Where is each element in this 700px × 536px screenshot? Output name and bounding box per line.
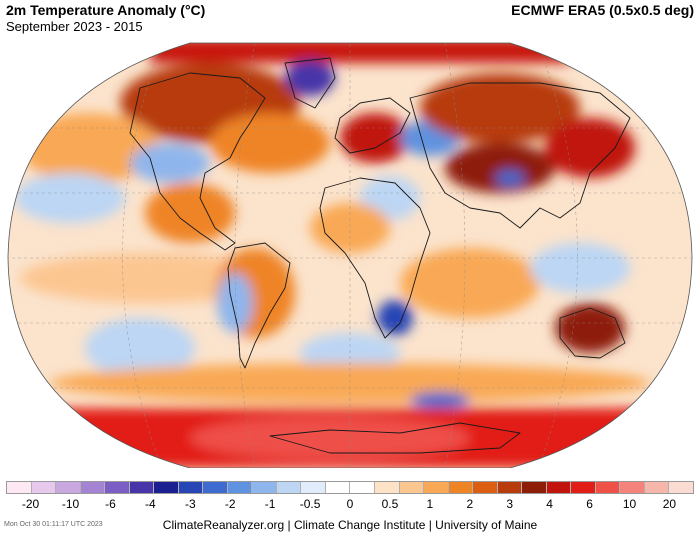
colorbar-tick-label: 1 [426,497,434,511]
us-central-cold [130,143,210,183]
colorbar-segment [31,482,57,493]
mexico-warm [145,183,235,243]
world-map-svg [7,42,693,468]
asia-coast [409,82,631,229]
tropical-pacific-warm [20,253,280,303]
colorbar-segment [644,482,670,493]
colorbar-segment [80,482,106,493]
colorbar-segment [669,482,693,493]
australia-warm [555,303,625,353]
colorbar-tick-label: -6 [105,497,116,511]
north-africa-warm [310,203,390,253]
colorbar-segment [497,482,523,493]
credit-line: ClimateReanalyzer.org | Climate Change I… [162,518,538,532]
colorbar-segment [473,482,498,493]
colorbar-segment [546,482,572,493]
colorbar-tick-label: -2 [224,497,236,511]
southern-africa-cold [377,300,413,336]
europe-warm [340,113,410,163]
coastlines [129,57,631,454]
maritime-continent-cold [530,243,630,293]
colorbar-segment [154,482,179,493]
colorbar-tick-label: 2 [466,497,474,511]
weddell-cold [410,392,470,408]
globe-outline [7,42,693,468]
colorbar-segment [448,482,474,493]
east-asia-warm [545,118,635,178]
south-america-coast [227,242,291,369]
colorbar-segment [56,482,81,493]
colorbar-segment [276,482,302,493]
generation-timestamp: Mon Oct 30 01:11:17 UTC 2023 [4,521,103,528]
colorbar-segment [227,482,253,493]
north-america-coast [129,72,266,251]
colorbar-segment [350,482,375,493]
colorbar-tick-label: -1 [264,497,276,511]
colorbar-segment [203,482,228,493]
south-america-cold [217,273,253,333]
map-title: 2m Temperature Anomaly (°C) [6,2,206,18]
colorbar-segment [620,482,645,493]
colorbar-tick-label: -4 [145,497,156,511]
colorbar-tick-label: 0 [346,497,354,511]
colorbar-segment [105,482,130,493]
colorbar-segment [325,482,351,493]
colorbar [6,481,694,494]
colorbar-tick-label: 20 [662,497,677,511]
colorbar-segment [571,482,596,493]
colorbar-tick-label: 0.5 [381,497,399,511]
temperature-anomaly-map [0,38,700,468]
colorbar-tick-label: 3 [506,497,514,511]
colorbar-segment [374,482,400,493]
colorbar-tick-label: 4 [546,497,553,511]
pacific-east-cold [15,173,125,223]
africa-coast [319,177,431,339]
colorbar-segment [129,482,155,493]
colorbar-tick-label: -20 [21,497,40,511]
colorbar-segment [7,482,32,493]
colorbar-tick-label: -10 [61,497,80,511]
colorbar-segment [595,482,621,493]
indian-ocean-warm [400,248,540,318]
colorbar-segment [399,482,425,493]
north-atlantic-warm [210,113,330,173]
colorbar-segment [424,482,449,493]
antarctica-coast [269,422,521,454]
graticule [8,43,692,468]
antarctica-warm-core [190,416,470,460]
north-pacific-warm [20,113,160,183]
central-asia-warm [445,143,555,193]
colorbar-segment [522,482,547,493]
greenland-coast [284,57,336,109]
europe-coast [334,97,411,154]
colorbar-tick-label: -3 [184,497,196,511]
colorbar-labels: -20 -10 -6 -4 -3 -2 -1 -0.5 0 0.5 1 2 3 4 6 10 20 [6,497,694,513]
colorbar-tick-label: 6 [586,497,593,511]
siberia-warm [420,73,580,143]
data-source-label: ECMWF ERA5 (0.5x0.5 deg) [511,2,694,18]
colorbar-segment [301,482,326,493]
tibet-cold [495,170,525,186]
south-pacific-cold [85,318,195,378]
map-subtitle: September 2023 - 2015 [6,19,143,34]
colorbar-segment [252,482,277,493]
colorbar-segment [178,482,204,493]
colorbar-tick-label: -0.5 [299,497,321,511]
australia-coast [559,307,626,359]
colorbar-tick-label: 10 [622,497,637,511]
arctic-warm-band [150,43,570,63]
greenland-cold [285,60,335,96]
